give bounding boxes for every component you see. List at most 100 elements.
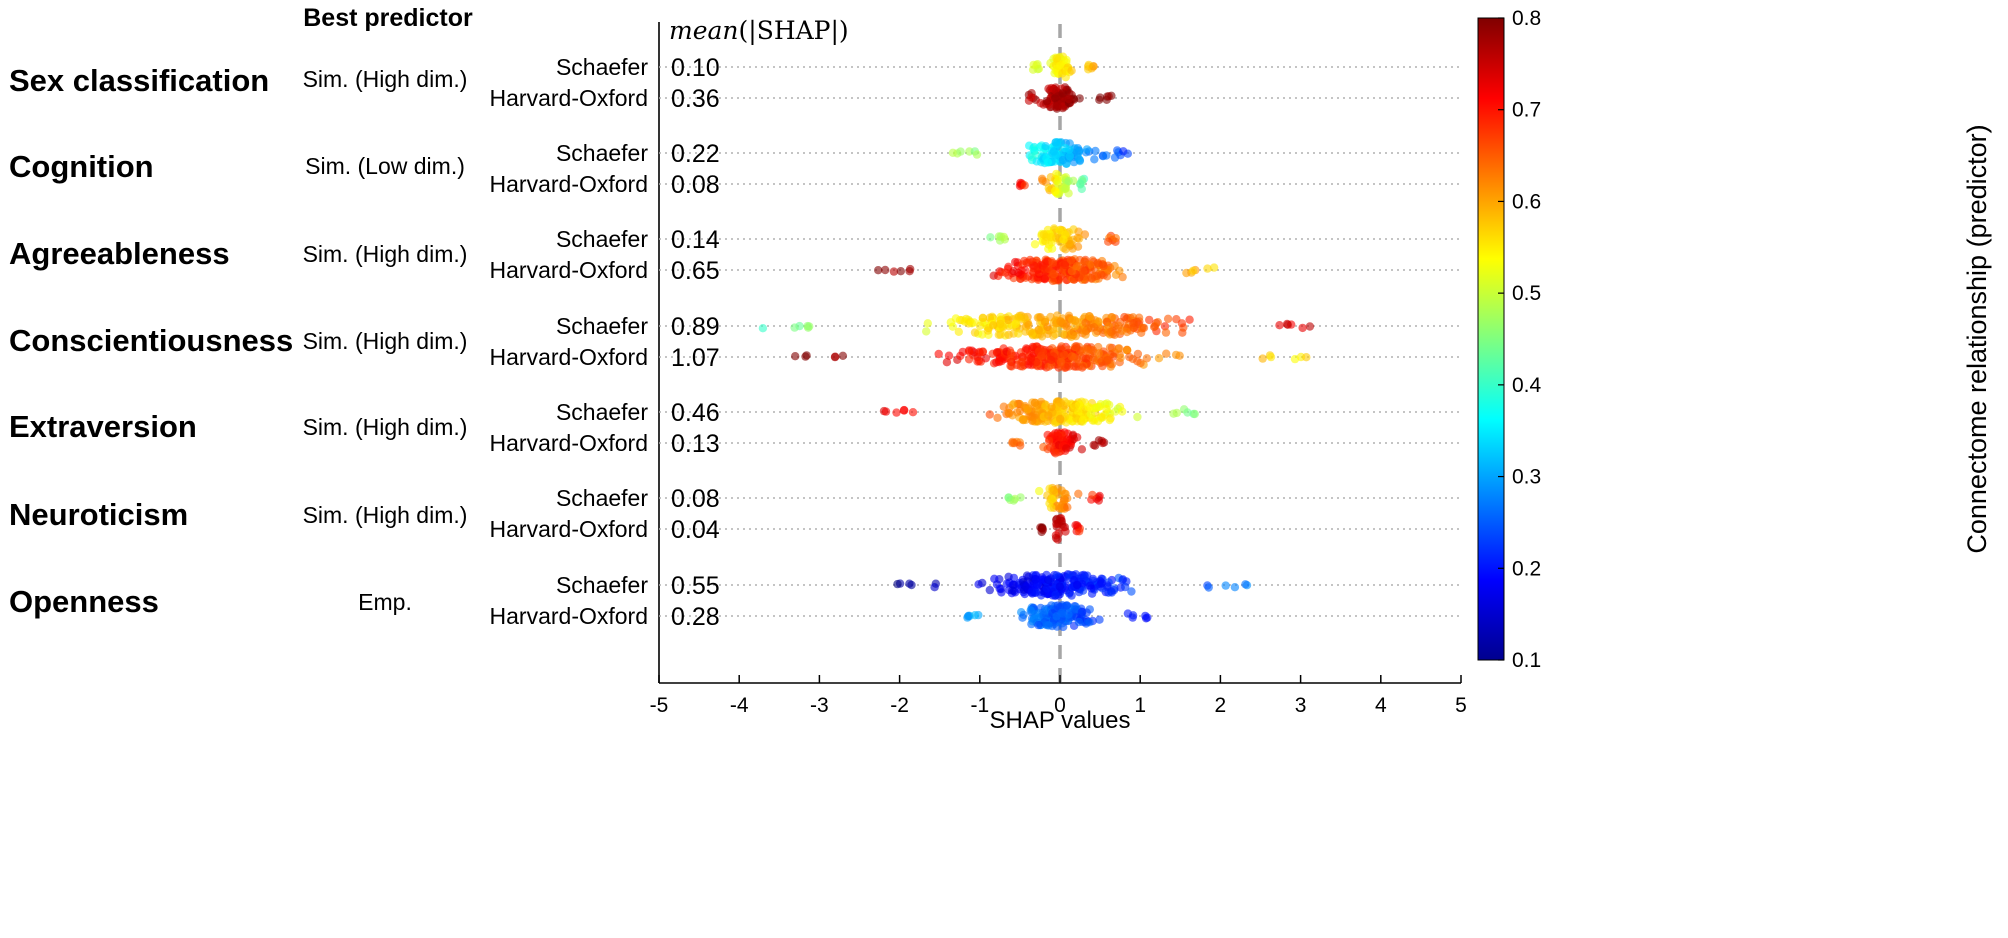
- atlas-label: Harvard-Oxford: [490, 430, 648, 456]
- shap-point: [1058, 89, 1067, 98]
- shap-point: [1154, 354, 1164, 363]
- shap-point: [1061, 527, 1070, 536]
- shap-point: [1035, 486, 1044, 496]
- shap-point: [1221, 581, 1230, 590]
- shap-point: [1209, 263, 1219, 272]
- shap-point: [1290, 354, 1300, 364]
- x-tick-label: -4: [730, 694, 749, 717]
- shap-point: [1047, 244, 1057, 253]
- shap-point: [1057, 608, 1066, 618]
- shap-point: [967, 319, 976, 328]
- shap-point: [1091, 146, 1100, 156]
- shap-point: [985, 410, 994, 419]
- mean-abs-shap-value: 0.46: [671, 399, 720, 427]
- shap-point: [1302, 353, 1311, 362]
- mean-abs-shap-value: 0.08: [671, 171, 720, 199]
- shap-point: [1073, 242, 1083, 251]
- shap-point: [942, 358, 952, 367]
- shap-point: [1275, 321, 1284, 330]
- atlas-label: Harvard-Oxford: [490, 516, 648, 542]
- shap-point: [1078, 363, 1087, 372]
- colorbar-tick-label: 0.7: [1512, 99, 1541, 122]
- mean-shap-header-prefix: mean: [669, 16, 739, 45]
- shap-point: [1160, 322, 1170, 331]
- shap-point: [1028, 416, 1037, 426]
- shap-point: [1059, 235, 1068, 244]
- shap-point: [1072, 414, 1081, 423]
- shap-point: [1000, 235, 1009, 244]
- best-predictor-label: Emp.: [358, 589, 412, 615]
- shap-point: [1025, 141, 1034, 150]
- shap-point: [978, 313, 987, 322]
- shap-point: [801, 352, 810, 361]
- shap-point: [1029, 268, 1038, 277]
- shap-point: [1230, 583, 1240, 592]
- shap-point: [1027, 587, 1037, 596]
- shap-point: [1004, 315, 1013, 325]
- x-tick-label: -5: [650, 694, 669, 717]
- shap-point: [972, 150, 982, 159]
- shap-point: [1011, 257, 1020, 267]
- shap-point: [964, 355, 974, 364]
- shap-point: [1038, 525, 1048, 535]
- shap-point: [1183, 408, 1192, 417]
- shap-point: [1006, 349, 1016, 358]
- shap-point: [964, 347, 974, 356]
- shap-point: [1088, 574, 1098, 584]
- colorbar-tick-label: 0.6: [1512, 190, 1541, 213]
- shap-point: [1074, 227, 1083, 236]
- shap-point: [1053, 601, 1063, 610]
- best-predictor-label: Sim. (High dim.): [303, 328, 468, 354]
- shap-point: [881, 407, 891, 416]
- shap-point: [1087, 345, 1096, 355]
- shap-point: [1142, 354, 1152, 363]
- mean-abs-shap-value: 0.55: [671, 572, 720, 600]
- shap-point: [1055, 582, 1065, 591]
- shap-point: [983, 326, 993, 335]
- shap-point: [988, 349, 997, 358]
- shap-point: [1024, 572, 1033, 582]
- shap-point: [1143, 613, 1152, 622]
- shap-point: [1034, 326, 1044, 335]
- shap-point: [1006, 361, 1015, 371]
- shap-point: [1065, 240, 1074, 249]
- colorbar-tick-label: 0.5: [1512, 282, 1541, 305]
- shap-point: [1048, 259, 1058, 268]
- target-label: Extraversion: [9, 409, 197, 444]
- x-tick-label: 4: [1375, 694, 1387, 717]
- shap-point: [1069, 434, 1079, 444]
- shap-point: [1104, 237, 1113, 246]
- best-predictor-label: Sim. (High dim.): [303, 241, 468, 267]
- shap-point: [1056, 357, 1066, 367]
- shap-point: [1162, 349, 1171, 358]
- shap-point: [1062, 159, 1071, 168]
- shap-point: [1025, 327, 1035, 336]
- shap-point: [1085, 312, 1094, 321]
- shap-point: [905, 579, 914, 588]
- shap-point: [1044, 436, 1054, 446]
- shap-point: [1102, 405, 1111, 414]
- mean-abs-shap-value: 0.36: [671, 85, 720, 113]
- shap-point: [1040, 275, 1050, 284]
- shap-point: [1104, 92, 1113, 101]
- shap-point: [1258, 354, 1267, 363]
- shap-point: [1038, 176, 1047, 185]
- shap-point: [1122, 327, 1132, 337]
- shap-point: [838, 351, 848, 360]
- shap-point: [1105, 415, 1114, 425]
- mean-abs-shap-value: 0.10: [671, 54, 720, 82]
- shap-point: [1044, 575, 1053, 585]
- shap-point: [1030, 240, 1040, 249]
- shap-point: [1298, 323, 1307, 333]
- shap-point: [1070, 316, 1080, 326]
- shap-point: [1109, 586, 1119, 595]
- shap-point: [1052, 54, 1062, 63]
- shap-point: [1203, 264, 1212, 273]
- colorbar-tick-label: 0.4: [1512, 374, 1542, 397]
- shap-point: [1062, 444, 1071, 453]
- shap-point: [1041, 142, 1050, 151]
- shap-point: [1149, 322, 1159, 332]
- shap-point: [1305, 322, 1315, 331]
- shap-point: [1014, 329, 1023, 338]
